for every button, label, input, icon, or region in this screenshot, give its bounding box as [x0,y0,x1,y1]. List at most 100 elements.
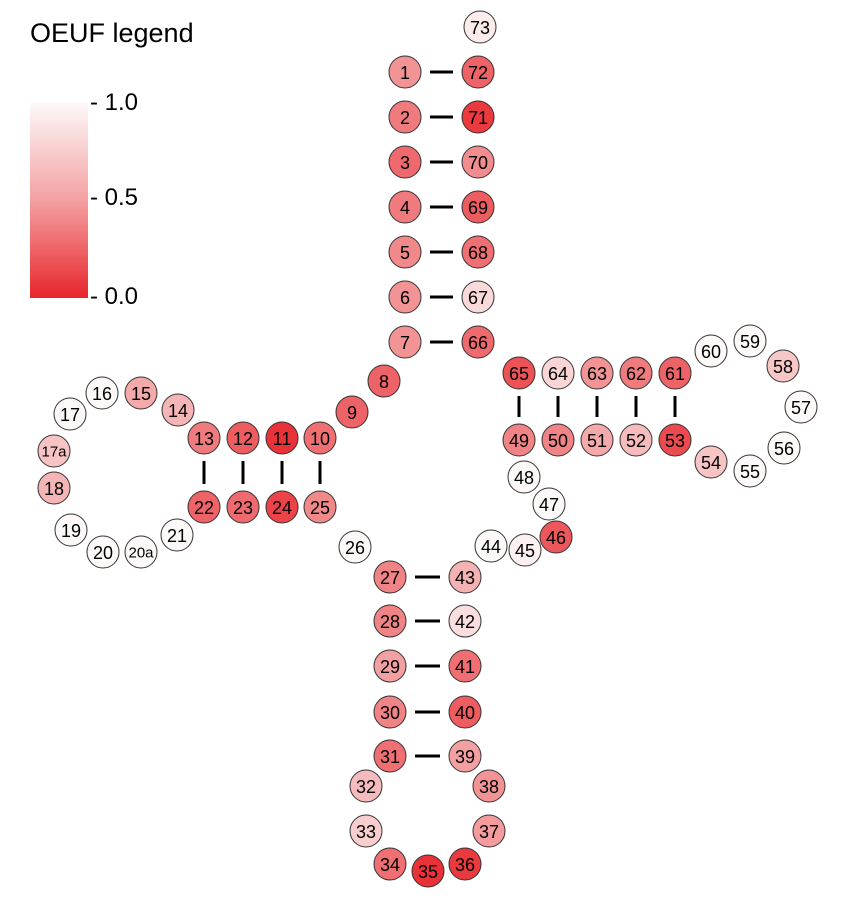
nucleotide-node-51: 51 [580,423,614,457]
node-label-2: 2 [400,108,410,128]
nucleotide-node-22: 22 [187,490,221,524]
nucleotide-node-70: 70 [461,145,495,179]
node-label-11: 11 [273,429,292,449]
node-label-66: 66 [468,333,488,353]
node-label-18: 18 [44,479,64,499]
node-label-36: 36 [455,855,475,875]
node-label-34: 34 [380,855,400,875]
node-circle-5 [388,235,422,269]
node-circle-15 [124,376,158,410]
nucleotide-node-60: 60 [694,334,728,368]
node-circle-50 [541,423,575,457]
node-label-24: 24 [272,498,292,518]
node-label-38: 38 [479,777,499,797]
nucleotide-node-56: 56 [767,431,801,465]
legend-gradient-bar [30,103,88,298]
node-circle-39 [448,739,482,773]
nucleotide-node-33: 33 [349,814,383,848]
nucleotide-node-24: 24 [265,490,299,524]
node-label-42: 42 [455,612,475,632]
node-circle-49 [502,423,536,457]
node-circle-70 [461,145,495,179]
node-label-62: 62 [626,364,646,384]
node-label-72: 72 [468,63,488,83]
node-circle-19 [54,513,88,547]
node-circle-62 [619,356,653,390]
node-circle-51 [580,423,614,457]
node-circle-25 [303,490,337,524]
node-label-40: 40 [455,703,475,723]
node-circle-54 [694,445,728,479]
node-label-6: 6 [400,288,410,308]
node-label-65: 65 [509,364,529,384]
node-circle-55 [733,454,767,488]
node-label-53: 53 [665,431,685,451]
node-label-37: 37 [479,822,499,842]
node-label-20a: 20a [128,545,154,562]
nucleotide-node-14: 14 [161,393,195,427]
node-label-29: 29 [380,657,400,677]
node-circle-10 [303,421,337,455]
nucleotide-node-73: 73 [463,10,497,44]
node-circle-57 [784,390,818,424]
base-pair-links [202,70,677,758]
node-label-31: 31 [380,747,400,767]
nucleotide-node-11: 11 [265,421,299,455]
nucleotide-node-48: 48 [507,460,541,494]
node-circle-27 [373,560,407,594]
nucleotide-node-54: 54 [694,445,728,479]
nucleotide-node-65: 65 [502,356,536,390]
node-label-33: 33 [356,822,376,842]
nucleotide-node-36: 36 [448,847,482,881]
nucleotide-node-37: 37 [472,814,506,848]
node-label-73: 73 [470,18,490,38]
node-circle-38 [472,769,506,803]
node-circle-17a [37,434,71,468]
nucleotide-node-26: 26 [338,530,372,564]
node-circle-31 [373,739,407,773]
nucleotide-node-27: 27 [373,560,407,594]
node-circle-33 [349,814,383,848]
node-label-21: 21 [167,526,187,546]
node-circle-35 [411,854,445,888]
nucleotide-node-39: 39 [448,739,482,773]
nucleotide-node-21: 21 [160,518,194,552]
nucleotide-node-69: 69 [461,190,495,224]
node-label-68: 68 [468,243,488,263]
nucleotide-node-34: 34 [373,847,407,881]
node-circle-11 [265,421,299,455]
node-circle-13 [187,421,221,455]
node-label-13: 13 [194,429,214,449]
nucleotide-node-30: 30 [373,695,407,729]
node-circle-43 [448,560,482,594]
nucleotide-node-42: 42 [448,604,482,638]
nucleotide-node-35: 35 [411,854,445,888]
node-label-71: 71 [468,108,488,128]
node-circle-32 [349,769,383,803]
node-label-5: 5 [400,243,410,263]
node-label-43: 43 [455,568,475,588]
node-circle-73 [463,10,497,44]
node-label-55: 55 [740,462,760,482]
nucleotide-node-31: 31 [373,739,407,773]
node-label-20: 20 [93,543,113,563]
node-label-64: 64 [548,364,568,384]
legend-tick-0-0: - 0.0 [90,283,139,310]
node-label-10: 10 [310,429,330,449]
node-circle-44 [474,529,508,563]
nucleotide-node-61: 61 [658,356,692,390]
node-label-14: 14 [168,401,188,421]
node-label-35: 35 [418,862,438,882]
node-label-3: 3 [400,153,410,173]
nucleotide-node-29: 29 [373,649,407,683]
nucleotide-node-68: 68 [461,235,495,269]
node-circle-3 [388,145,422,179]
node-circle-45 [508,533,542,567]
nucleotide-node-8: 8 [367,364,401,398]
nucleotide-node-5: 5 [388,235,422,269]
node-circle-46 [539,520,573,554]
node-circle-1 [388,55,422,89]
node-label-19: 19 [61,521,81,541]
legend-tick-1-0: - 1.0 [90,89,139,116]
